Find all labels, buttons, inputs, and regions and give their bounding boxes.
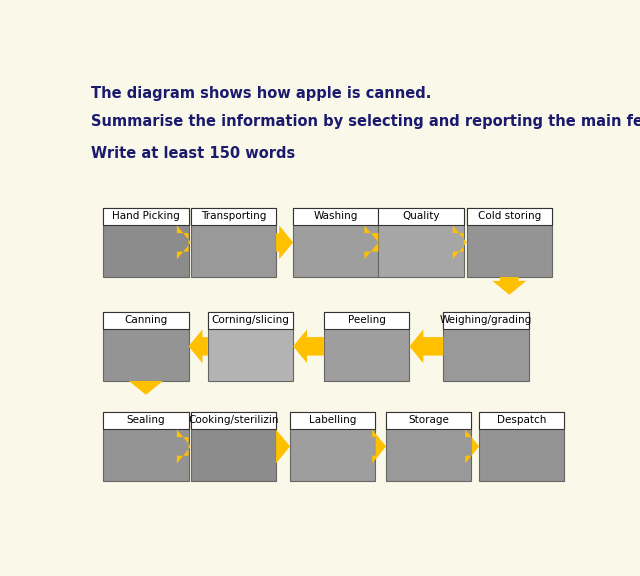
Text: Write at least 150 words: Write at least 150 words <box>91 146 295 161</box>
Polygon shape <box>372 430 386 463</box>
Bar <box>103 412 189 429</box>
Text: Washing: Washing <box>314 211 358 221</box>
Text: Cold storing: Cold storing <box>477 211 541 221</box>
Text: Canning: Canning <box>124 315 168 325</box>
Bar <box>191 208 276 277</box>
Bar <box>290 412 375 481</box>
Bar <box>467 208 552 277</box>
Bar <box>293 208 378 277</box>
Bar <box>191 412 276 429</box>
Polygon shape <box>129 381 163 395</box>
Bar <box>290 412 375 429</box>
Text: Sealing: Sealing <box>127 415 165 425</box>
Text: Labelling: Labelling <box>309 415 356 425</box>
Bar <box>103 208 189 225</box>
Bar <box>324 312 410 381</box>
Text: Summarise the information by selecting and reporting the main features.: Summarise the information by selecting a… <box>91 114 640 129</box>
Bar <box>479 412 564 481</box>
Polygon shape <box>364 225 378 259</box>
Polygon shape <box>492 277 527 295</box>
Bar <box>444 312 529 329</box>
Text: Despatch: Despatch <box>497 415 547 425</box>
Bar <box>467 208 552 225</box>
Bar <box>386 412 472 481</box>
Text: Hand Picking: Hand Picking <box>112 211 180 221</box>
Bar <box>208 312 293 381</box>
Bar <box>191 208 276 225</box>
Bar <box>324 312 410 329</box>
Polygon shape <box>189 329 208 363</box>
Polygon shape <box>452 225 467 259</box>
Bar <box>293 208 378 225</box>
Bar <box>103 312 189 381</box>
Bar <box>103 208 189 277</box>
Bar <box>386 412 472 429</box>
Bar <box>444 312 529 381</box>
Bar <box>479 412 564 429</box>
Polygon shape <box>276 225 293 259</box>
Polygon shape <box>276 430 290 463</box>
Polygon shape <box>177 225 191 259</box>
Text: Corning/slicing: Corning/slicing <box>212 315 289 325</box>
Text: Cooking/sterilizin: Cooking/sterilizin <box>188 415 278 425</box>
Text: Storage: Storage <box>408 415 449 425</box>
Text: Weighing/grading: Weighing/grading <box>440 315 532 325</box>
Bar <box>191 412 276 481</box>
Text: Transporting: Transporting <box>201 211 266 221</box>
Polygon shape <box>293 329 324 363</box>
Text: Peeling: Peeling <box>348 315 386 325</box>
Bar <box>378 208 463 277</box>
Bar <box>208 312 293 329</box>
Polygon shape <box>177 430 191 463</box>
Bar <box>103 312 189 329</box>
Text: The diagram shows how apple is canned.: The diagram shows how apple is canned. <box>91 86 431 101</box>
Polygon shape <box>465 430 479 463</box>
Bar <box>378 208 463 225</box>
Polygon shape <box>410 329 444 363</box>
Bar <box>103 412 189 481</box>
Text: Quality: Quality <box>403 211 440 221</box>
